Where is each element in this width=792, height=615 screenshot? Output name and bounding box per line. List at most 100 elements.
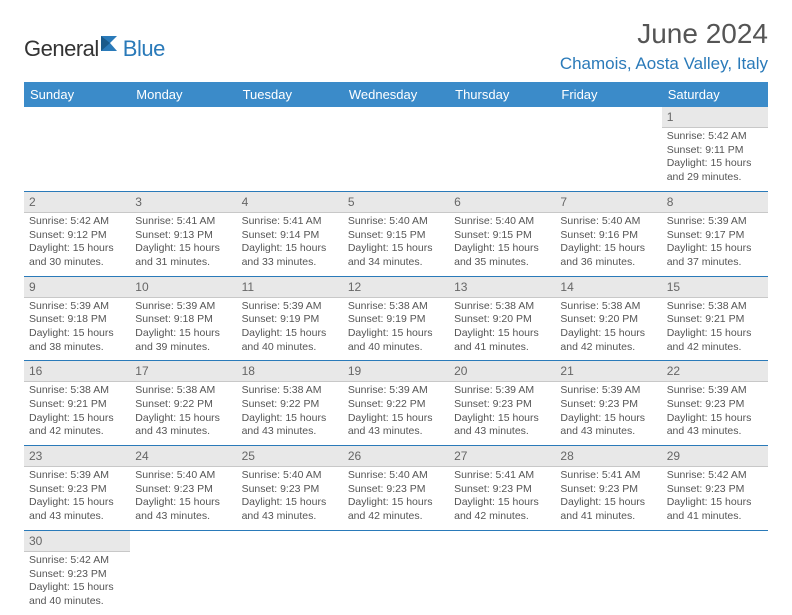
info-line: Daylight: 15 hours	[348, 496, 444, 510]
info-line: Sunset: 9:17 PM	[667, 229, 763, 243]
day-number: 13	[449, 277, 555, 297]
info-line: Sunrise: 5:40 AM	[348, 469, 444, 483]
calendar-day-cell: 15Sunrise: 5:38 AMSunset: 9:21 PMDayligh…	[662, 276, 768, 361]
day-number: 19	[343, 361, 449, 381]
day-number: 21	[555, 361, 661, 381]
info-line: Daylight: 15 hours	[667, 496, 763, 510]
calendar-day-cell: 4Sunrise: 5:41 AMSunset: 9:14 PMDaylight…	[237, 191, 343, 276]
day-number: 2	[24, 192, 130, 212]
info-line: Daylight: 15 hours	[454, 242, 550, 256]
day-number: 26	[343, 446, 449, 466]
info-line: Sunrise: 5:40 AM	[560, 215, 656, 229]
day-info: Sunrise: 5:42 AMSunset: 9:23 PMDaylight:…	[667, 469, 763, 524]
info-line: Sunset: 9:23 PM	[454, 483, 550, 497]
calendar-empty-cell	[237, 107, 343, 191]
info-line: Sunrise: 5:41 AM	[242, 215, 338, 229]
info-line: Sunset: 9:23 PM	[560, 398, 656, 412]
daynum-bar: 1	[662, 107, 768, 128]
daynum-bar: 9	[24, 277, 130, 298]
day-info: Sunrise: 5:39 AMSunset: 9:22 PMDaylight:…	[348, 384, 444, 439]
info-line: and 42 minutes.	[667, 341, 763, 355]
day-info: Sunrise: 5:40 AMSunset: 9:15 PMDaylight:…	[454, 215, 550, 270]
info-line: Sunset: 9:20 PM	[454, 313, 550, 327]
day-info: Sunrise: 5:40 AMSunset: 9:16 PMDaylight:…	[560, 215, 656, 270]
calendar-empty-cell	[130, 107, 236, 191]
info-line: and 43 minutes.	[348, 425, 444, 439]
info-line: and 43 minutes.	[242, 425, 338, 439]
info-line: Daylight: 15 hours	[29, 496, 125, 510]
calendar-day-cell: 11Sunrise: 5:39 AMSunset: 9:19 PMDayligh…	[237, 276, 343, 361]
info-line: and 38 minutes.	[29, 341, 125, 355]
day-info: Sunrise: 5:40 AMSunset: 9:23 PMDaylight:…	[348, 469, 444, 524]
info-line: Sunrise: 5:40 AM	[454, 215, 550, 229]
info-line: Sunset: 9:23 PM	[135, 483, 231, 497]
info-line: Sunrise: 5:39 AM	[454, 384, 550, 398]
calendar-day-cell: 12Sunrise: 5:38 AMSunset: 9:19 PMDayligh…	[343, 276, 449, 361]
info-line: and 41 minutes.	[560, 510, 656, 524]
calendar-day-cell: 6 Sunrise: 5:40 AMSunset: 9:15 PMDaylight…	[449, 191, 555, 276]
info-line: Sunrise: 5:38 AM	[560, 300, 656, 314]
info-line: Sunrise: 5:39 AM	[29, 469, 125, 483]
daynum-bar: 10	[130, 277, 236, 298]
info-line: Sunset: 9:23 PM	[242, 483, 338, 497]
day-info: Sunrise: 5:39 AMSunset: 9:23 PMDaylight:…	[667, 384, 763, 439]
day-info: Sunrise: 5:38 AMSunset: 9:20 PMDaylight:…	[560, 300, 656, 355]
logo-text-part1: General	[24, 36, 99, 62]
logo-text-part2: Blue	[123, 36, 165, 62]
info-line: Sunset: 9:15 PM	[348, 229, 444, 243]
weekday-header: Tuesday	[237, 82, 343, 107]
day-number: 6	[449, 192, 555, 212]
day-number: 7	[555, 192, 661, 212]
day-number: 20	[449, 361, 555, 381]
info-line: Sunrise: 5:39 AM	[242, 300, 338, 314]
info-line: and 43 minutes.	[242, 510, 338, 524]
info-line: Daylight: 15 hours	[560, 496, 656, 510]
info-line: Sunset: 9:15 PM	[454, 229, 550, 243]
weekday-header: Saturday	[662, 82, 768, 107]
day-info: Sunrise: 5:42 AMSunset: 9:11 PMDaylight:…	[667, 130, 763, 185]
info-line: Sunset: 9:19 PM	[348, 313, 444, 327]
day-number: 30	[24, 531, 130, 551]
title-block: June 2024 Chamois, Aosta Valley, Italy	[560, 18, 768, 74]
info-line: Sunrise: 5:38 AM	[135, 384, 231, 398]
info-line: Daylight: 15 hours	[29, 242, 125, 256]
calendar-day-cell: 5Sunrise: 5:40 AMSunset: 9:15 PMDaylight…	[343, 191, 449, 276]
info-line: and 33 minutes.	[242, 256, 338, 270]
info-line: Daylight: 15 hours	[135, 496, 231, 510]
info-line: Sunrise: 5:39 AM	[560, 384, 656, 398]
month-year: June 2024	[560, 18, 768, 50]
info-line: and 43 minutes.	[29, 510, 125, 524]
day-number: 4	[237, 192, 343, 212]
info-line: Daylight: 15 hours	[454, 327, 550, 341]
day-number: 24	[130, 446, 236, 466]
daynum-bar: 6	[449, 192, 555, 213]
calendar-week-row: 23Sunrise: 5:39 AMSunset: 9:23 PMDayligh…	[24, 446, 768, 531]
day-info: Sunrise: 5:38 AMSunset: 9:21 PMDaylight:…	[667, 300, 763, 355]
day-number: 16	[24, 361, 130, 381]
info-line: Sunset: 9:13 PM	[135, 229, 231, 243]
info-line: Sunrise: 5:39 AM	[135, 300, 231, 314]
day-info: Sunrise: 5:39 AMSunset: 9:17 PMDaylight:…	[667, 215, 763, 270]
calendar-day-cell: 23Sunrise: 5:39 AMSunset: 9:23 PMDayligh…	[24, 446, 130, 531]
info-line: Daylight: 15 hours	[29, 581, 125, 595]
info-line: Sunrise: 5:38 AM	[454, 300, 550, 314]
day-info: Sunrise: 5:40 AMSunset: 9:15 PMDaylight:…	[348, 215, 444, 270]
daynum-bar: 17	[130, 361, 236, 382]
calendar-day-cell: 17Sunrise: 5:38 AMSunset: 9:22 PMDayligh…	[130, 361, 236, 446]
day-number: 9	[24, 277, 130, 297]
daynum-bar: 25	[237, 446, 343, 467]
info-line: Daylight: 15 hours	[348, 242, 444, 256]
calendar-empty-cell	[24, 107, 130, 191]
info-line: Daylight: 15 hours	[667, 157, 763, 171]
day-info: Sunrise: 5:39 AMSunset: 9:18 PMDaylight:…	[29, 300, 125, 355]
daynum-bar: 2	[24, 192, 130, 213]
day-info: Sunrise: 5:39 AMSunset: 9:23 PMDaylight:…	[560, 384, 656, 439]
weekday-header-row: SundayMondayTuesdayWednesdayThursdayFrid…	[24, 82, 768, 107]
daynum-bar: 21	[555, 361, 661, 382]
info-line: Sunset: 9:23 PM	[667, 483, 763, 497]
info-line: Sunset: 9:23 PM	[667, 398, 763, 412]
info-line: Sunset: 9:23 PM	[29, 483, 125, 497]
daynum-bar: 13	[449, 277, 555, 298]
info-line: and 40 minutes.	[29, 595, 125, 609]
info-line: and 43 minutes.	[135, 425, 231, 439]
